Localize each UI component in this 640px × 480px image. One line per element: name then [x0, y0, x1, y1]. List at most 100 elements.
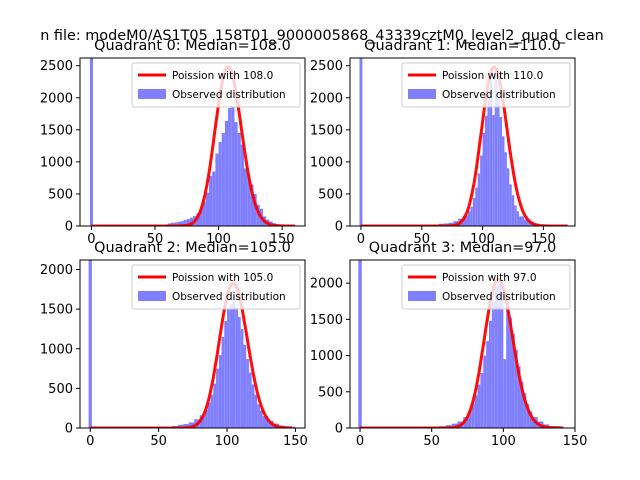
histogram-bar: [474, 395, 478, 428]
histogram-bar: [497, 97, 500, 226]
histogram-bar: [526, 404, 530, 428]
histogram-bar: [503, 359, 507, 428]
histogram-bar: [224, 321, 228, 428]
histogram-bar: [205, 192, 210, 226]
histogram-bar-zero-spike: [89, 58, 93, 226]
histogram-bar: [511, 333, 515, 428]
histogram-bar: [520, 381, 524, 428]
y-tick-label: 0: [335, 422, 343, 437]
histogram-bar: [502, 136, 505, 226]
legend: Poission with 110.0 Observed distribution: [401, 62, 571, 108]
histogram-bar: [511, 195, 515, 226]
y-tick-label: 1000: [40, 342, 73, 357]
y-tick-label: 1500: [310, 123, 343, 138]
legend-box: [401, 62, 571, 108]
histogram-bar: [227, 309, 230, 428]
y-tick-label: 1500: [310, 313, 343, 328]
histogram-bar: [480, 155, 483, 226]
histogram-bar: [212, 171, 216, 226]
histogram-bar: [523, 219, 529, 226]
legend-label: Observed distribution: [172, 89, 286, 101]
plot-area: [359, 58, 568, 226]
histogram-bar: [188, 422, 195, 428]
x-tick-label: 100: [206, 232, 231, 247]
y-tick-label: 1500: [40, 123, 73, 138]
x-tick-label: 0: [357, 232, 365, 247]
legend-box: [401, 264, 571, 310]
y-tick-label: 2000: [40, 263, 73, 278]
y-tick-label: 0: [65, 220, 73, 235]
histogram-bar: [480, 372, 484, 428]
histogram-bar: [485, 115, 488, 226]
histogram-bar: [250, 184, 254, 226]
legend: Poission with 97.0 Observed distribution: [401, 264, 571, 310]
x-tick-label: 50: [423, 434, 440, 449]
histogram-bar: [248, 372, 252, 428]
histogram-bar-zero-spike: [88, 260, 92, 428]
poisson-curve: [91, 65, 296, 226]
histogram-bar: [463, 215, 468, 226]
histogram-bar: [262, 416, 269, 428]
histogram-bar: [477, 173, 481, 226]
legend-label: Poission with 97.0: [442, 272, 537, 284]
x-tick-label: 150: [563, 434, 588, 449]
histogram-bar: [494, 286, 498, 428]
histogram-bar: [470, 206, 473, 226]
histogram-bar: [506, 168, 510, 226]
histogram-bar: [216, 368, 219, 428]
x-tick-label: 150: [283, 434, 308, 449]
x-tick-label: 150: [270, 232, 295, 247]
y-tick-label: 1500: [40, 303, 73, 318]
histogram-bar: [471, 404, 475, 428]
legend-bar-swatch: [138, 291, 166, 301]
histogram-bar: [232, 297, 236, 428]
axes-frame: [79, 57, 306, 227]
histogram-bar: [499, 116, 503, 226]
histogram-bar: [186, 218, 190, 226]
y-tick-label: 500: [48, 382, 73, 397]
histogram-bar: [231, 106, 235, 226]
histogram-bar: [199, 415, 206, 428]
poisson-curve: [90, 281, 293, 428]
axes-frame: [79, 259, 306, 429]
histogram-bar: [506, 301, 510, 428]
axes-frame: [349, 57, 576, 227]
legend-bar-swatch: [408, 291, 436, 301]
histogram-bar: [251, 384, 255, 428]
histogram-bar: [209, 175, 213, 226]
x-tick-label: 150: [531, 232, 556, 247]
x-tick-label: 0: [86, 434, 94, 449]
histogram-bar: [468, 410, 472, 428]
histogram-bar: [180, 221, 184, 226]
histogram-bar: [529, 411, 533, 428]
x-tick-label: 50: [413, 232, 430, 247]
plot-area: [358, 260, 564, 428]
legend: Poission with 105.0 Observed distribution: [131, 264, 301, 310]
x-tick-label: 0: [356, 434, 364, 449]
plot-area: [89, 58, 296, 226]
histogram-bar: [509, 317, 512, 428]
histogram-bar: [240, 328, 244, 428]
histogram-bar: [475, 187, 478, 226]
histogram-bar: [202, 201, 206, 226]
histogram-bar: [259, 410, 263, 428]
x-tick-label: 100: [491, 434, 516, 449]
histogram-bar: [218, 142, 222, 226]
histogram-bar: [235, 307, 238, 428]
histogram-bar: [489, 78, 493, 226]
axes-frame: [349, 259, 576, 429]
histogram-bar: [237, 133, 241, 226]
chart-title: Quadrant 0: Median=108.0: [94, 38, 291, 54]
histogram-bar: [215, 153, 219, 226]
histogram-bar: [210, 394, 214, 428]
poisson-curve: [360, 278, 564, 428]
histogram-bar: [482, 133, 485, 226]
plot-area: [88, 260, 296, 428]
histogram-bar: [229, 304, 233, 428]
histogram-bar: [487, 94, 490, 226]
legend-label: Poission with 105.0: [172, 272, 273, 284]
histogram-bar: [177, 424, 184, 428]
